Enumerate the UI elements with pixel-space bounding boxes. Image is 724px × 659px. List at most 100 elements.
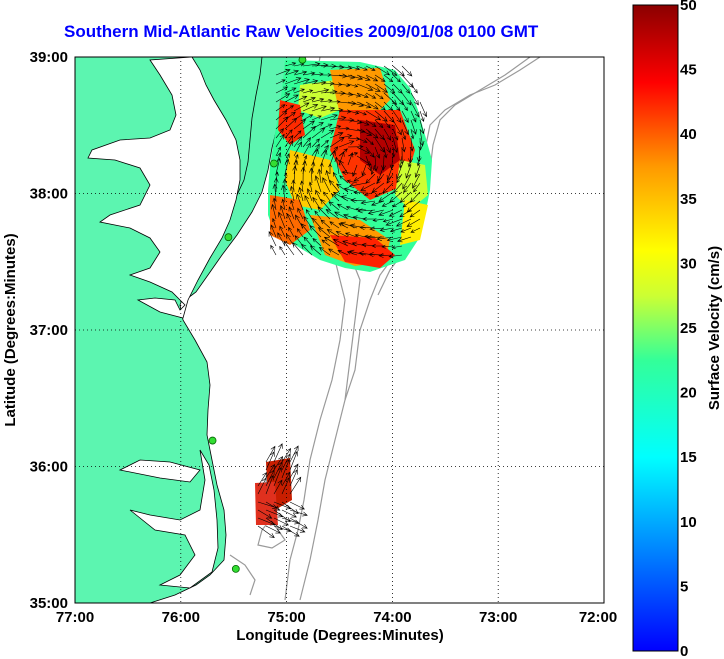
velocity-arrow [335,231,349,238]
velocity-arrow [293,141,302,157]
velocity-arrow [374,74,386,82]
velocity-arrow [357,208,376,214]
velocity-arrow [270,244,277,256]
velocity-arrow [289,517,308,529]
velocity-arrow [270,224,277,238]
velocity-arrow [353,173,367,182]
velocity-arrow [383,101,394,111]
velocity-arrow [284,77,302,85]
velocity-arrow [273,466,282,487]
velocity-arrow [312,238,322,247]
velocity-arrow [281,509,297,518]
velocity-arrow [309,245,322,256]
velocity-arrow [413,182,421,193]
velocity-arrow [302,104,319,112]
velocity-arrow [265,474,274,495]
velocity-arrow [365,83,381,92]
velocity-arrow [337,250,349,256]
velocity-arrow [410,101,420,118]
velocity-arrow [346,179,358,184]
y-axis-label: Latitude (Degrees:Minutes) [2,233,19,426]
velocity-arrow [371,200,385,207]
velocity-arrow [322,177,331,193]
velocity-arrow [383,146,388,159]
lon-tick: 74:00 [373,609,411,626]
velocity-arrow [336,203,349,211]
velocity-arrow [311,217,322,229]
velocity-arrow [341,170,358,176]
velocity-arrow [356,110,367,116]
lat-tick: 39:00 [30,49,68,66]
velocity-arrow [419,128,425,147]
velocity-arrow [292,165,298,184]
velocity-arrow [257,477,267,495]
velocity-arrow [410,119,417,135]
velocity-arrow [308,181,313,193]
velocity-arrow [381,244,394,249]
velocity-arrow [320,113,338,121]
velocity-arrow [281,198,286,211]
velocity-arrow [320,81,335,86]
velocity-arrow [356,65,368,71]
velocity-arrow [340,221,358,229]
velocity-arrow [273,479,283,495]
velocity-arrow [381,200,394,207]
lat-tick: 36:00 [30,459,68,476]
velocity-arrow [356,137,368,143]
velocity-arrow [396,164,403,180]
velocity-arrow [281,476,290,495]
velocity-arrow [281,447,292,463]
velocity-arrow [401,119,409,136]
velocity-arrow [296,193,304,211]
velocity-arrow [284,111,296,121]
velocity-arrow [320,219,331,229]
velocity-arrow [320,198,331,211]
colorbar-tick: 50 [680,0,697,14]
x-axis-label: Longitude (Degrees:Minutes) [236,627,444,644]
velocity-arrow [282,178,288,193]
station-markers [208,57,307,573]
velocity-arrow [356,92,369,99]
velocity-arrow [293,135,303,148]
velocity-arrow [275,86,289,94]
velocity-arrow [293,78,310,85]
velocity-arrow [383,83,396,94]
velocity-arrow [360,182,376,191]
velocity-arrow [334,156,340,175]
velocity-arrow [409,209,421,218]
velocity-arrow [288,206,295,220]
velocity-arrow [374,137,385,153]
velocity-arrow [378,209,394,216]
velocity-arrow [292,242,304,256]
velocity-arrow [395,218,412,227]
velocity-arrow [275,79,286,85]
velocity-arrow [406,218,421,227]
velocity-arrow [392,74,401,83]
station-marker [224,233,233,242]
velocity-arrow [374,119,384,129]
velocity-arrow [326,229,340,238]
velocity-arrow [401,110,409,123]
velocity-arrow [289,525,306,533]
velocity-arrow [347,74,364,81]
velocity-arrow [305,209,313,220]
velocity-arrow [410,83,418,94]
lat-tick: 38:00 [30,186,68,203]
velocity-arrow [293,95,308,103]
velocity-arrow [279,225,286,238]
velocity-arrow [293,70,308,76]
velocity-arrow [356,101,372,109]
velocity-arrow [273,455,284,471]
plot-frame [74,56,605,604]
velocity-arrow [348,182,367,188]
lon-tick: 77:00 [56,609,94,626]
velocity-arrow [383,137,391,154]
velocity-arrow [332,171,340,184]
velocity-arrow [374,92,384,100]
velocity-arrow [397,236,412,243]
velocity-arrow [329,137,345,148]
velocity-arrow [347,110,360,115]
velocity-arrow [392,119,402,136]
velocity-arrow [284,117,298,130]
velocity-arrow [399,209,412,218]
